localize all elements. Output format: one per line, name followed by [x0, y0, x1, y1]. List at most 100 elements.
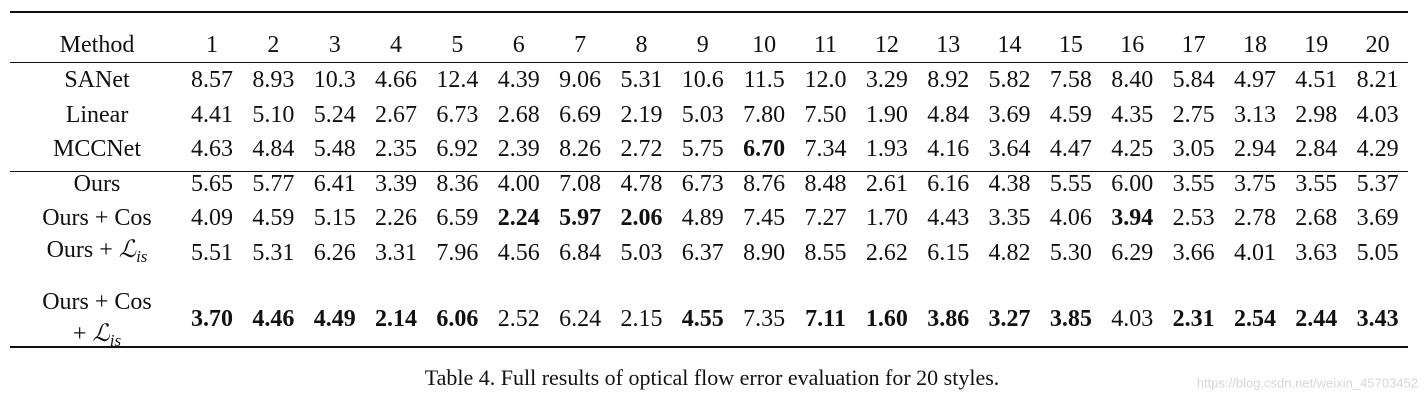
value-cell: 5.24 [313, 101, 356, 128]
header-cell: 8 [635, 32, 648, 58]
header-cell: 18 [1242, 32, 1267, 58]
value-cell: 1.70 [865, 205, 908, 231]
method-text: MCCNet [52, 136, 142, 162]
header-cell: 17 [1181, 32, 1206, 58]
header-cell: 14 [997, 32, 1022, 58]
value-cell: 2.14 [375, 306, 418, 333]
method-cell: SANet [64, 66, 129, 94]
value-cell: 6.84 [559, 239, 602, 266]
value-cell: 12.0 [804, 67, 847, 93]
value-cell: 5.55 [1049, 170, 1092, 197]
method-cell: Ours [74, 170, 121, 198]
method-text: SANet [64, 67, 130, 93]
method-cell: Linear [66, 101, 129, 129]
value-cell: 3.31 [375, 239, 418, 266]
value-cell: 6.69 [559, 101, 602, 128]
table-caption: Table 4. Full results of optical flow er… [424, 365, 1000, 390]
value-cell: 8.26 [559, 136, 602, 162]
value-cell: 10.6 [681, 67, 724, 93]
value-cell: 4.49 [313, 306, 356, 333]
value-cell: 4.06 [1049, 205, 1092, 231]
table-rule [10, 11, 1408, 13]
header-cell: Method [59, 32, 135, 58]
value-cell: 4.59 [1049, 101, 1092, 128]
header-cell: 1 [206, 32, 218, 58]
table-rule [10, 170, 1408, 172]
header-cell: 13 [936, 32, 961, 58]
value-cell: 4.82 [988, 239, 1031, 266]
value-cell: 5.03 [681, 101, 724, 128]
value-cell: 8.92 [927, 67, 970, 93]
math-symbol: ℒ [92, 318, 110, 347]
value-cell: 2.15 [620, 306, 663, 333]
value-cell: 2.67 [375, 101, 418, 128]
value-cell: 4.38 [988, 170, 1031, 197]
value-cell: 1.60 [865, 306, 908, 333]
value-cell: 3.39 [375, 170, 418, 197]
math-subscript: is [109, 330, 122, 350]
value-cell: 3.55 [1295, 170, 1338, 197]
value-cell: 5.15 [313, 205, 356, 231]
value-cell: 7.08 [559, 170, 602, 197]
value-cell: 3.55 [1172, 170, 1215, 197]
value-cell: 5.51 [191, 239, 233, 266]
value-cell: 3.29 [865, 67, 908, 93]
value-cell: 2.68 [1295, 205, 1338, 231]
value-cell: 4.84 [927, 101, 970, 128]
value-cell: 9.06 [559, 67, 602, 93]
value-cell: 12.4 [436, 67, 479, 93]
header-cell: 11 [813, 32, 838, 58]
value-cell: 6.29 [1111, 239, 1154, 266]
value-cell: 5.97 [559, 205, 602, 231]
method-text: Ours [73, 170, 121, 197]
value-cell: 3.75 [1233, 170, 1276, 197]
method-text: Ours + [46, 236, 119, 263]
value-cell: 2.98 [1295, 101, 1338, 128]
header-cell: 7 [574, 32, 587, 58]
value-cell: 4.59 [252, 205, 295, 231]
value-cell: 2.54 [1233, 306, 1276, 333]
method-cell: Ours + ℒis [47, 235, 148, 271]
value-cell: 2.84 [1295, 136, 1338, 162]
value-cell: 6.59 [436, 205, 479, 231]
value-cell: 1.93 [865, 136, 908, 162]
header-cell: 10 [752, 32, 777, 58]
value-cell: 5.65 [191, 170, 233, 197]
value-cell: 3.27 [988, 306, 1031, 333]
value-cell: 6.06 [436, 306, 479, 333]
value-cell: 5.31 [620, 67, 663, 93]
method-cell: MCCNet [53, 135, 141, 163]
value-cell: 4.84 [252, 136, 295, 162]
method-text: Linear [65, 101, 129, 128]
value-cell: 6.16 [927, 170, 970, 197]
value-cell: 4.00 [497, 170, 540, 197]
value-cell: 2.94 [1233, 136, 1276, 162]
value-cell: 3.64 [988, 136, 1031, 162]
value-cell: 7.58 [1049, 67, 1092, 93]
value-cell: 3.05 [1172, 136, 1215, 162]
table-rule [10, 346, 1408, 348]
value-cell: 5.30 [1049, 239, 1092, 266]
value-cell: 6.24 [559, 306, 602, 333]
value-cell: 2.35 [375, 136, 418, 162]
value-cell: 8.40 [1111, 67, 1154, 93]
value-cell: 2.26 [375, 205, 418, 231]
value-cell: 6.26 [313, 239, 356, 266]
value-cell: 2.72 [620, 136, 663, 162]
value-cell: 2.61 [865, 170, 908, 197]
value-cell: 3.69 [1356, 205, 1399, 231]
value-cell: 4.01 [1233, 239, 1276, 266]
value-cell: 3.69 [988, 101, 1031, 128]
value-cell: 2.31 [1172, 306, 1215, 333]
header-cell: 2 [267, 32, 280, 58]
value-cell: 3.94 [1111, 205, 1154, 231]
value-cell: 5.75 [681, 136, 724, 162]
value-cell: 4.03 [1111, 306, 1154, 333]
value-cell: 4.29 [1356, 136, 1399, 162]
value-cell: 2.53 [1172, 205, 1215, 231]
value-cell: 3.35 [988, 205, 1031, 231]
value-cell: 6.41 [313, 170, 356, 197]
value-cell: 4.43 [927, 205, 970, 231]
value-cell: 5.48 [313, 136, 356, 162]
